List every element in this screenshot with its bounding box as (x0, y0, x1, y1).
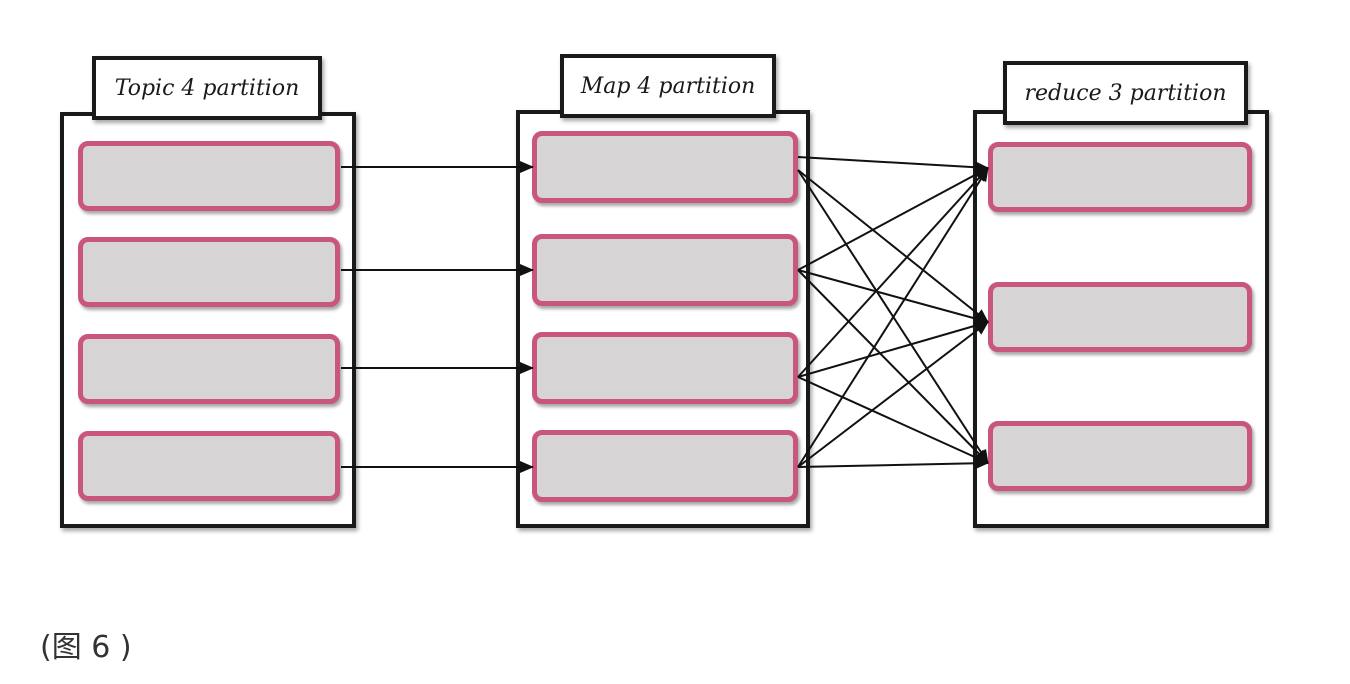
topic-partition-4 (78, 431, 340, 501)
arrow-map2-reduce3 (797, 269, 989, 464)
map-partition-4 (532, 430, 798, 502)
connection-arrows (341, 156, 989, 473)
arrow-map3-reduce3 (797, 376, 989, 464)
reduce-partition-2 (988, 282, 1252, 352)
arrow-map3-reduce1 (797, 167, 989, 378)
figure-caption: (图 6 ) (40, 630, 132, 665)
arrow-map3-reduce2 (797, 319, 989, 378)
partition-flow-diagram: Topic 4 partition Map 4 partition reduce… (60, 54, 1269, 528)
arrow-map2-reduce2 (797, 269, 989, 325)
topic-partition-2 (78, 237, 340, 307)
arrow-map4-reduce1 (797, 167, 989, 468)
arrow-map1-reduce1 (797, 156, 989, 174)
map-partition-3 (532, 332, 798, 404)
map-partition-2 (532, 234, 798, 306)
arrow-map4-reduce3 (797, 457, 989, 470)
reduce-group-label: reduce 3 partition (1003, 61, 1248, 125)
reduce-partition-3 (988, 421, 1252, 491)
map-group-label: Map 4 partition (560, 54, 776, 118)
topic-partition-1 (78, 141, 340, 211)
arrow-map2-reduce1 (797, 167, 989, 271)
map-partition-1 (532, 131, 798, 203)
arrow-map4-reduce2 (797, 321, 989, 468)
reduce-partition-1 (988, 142, 1252, 212)
topic-partition-3 (78, 334, 340, 404)
topic-group-label: Topic 4 partition (92, 56, 322, 120)
arrow-map1-reduce2 (797, 169, 989, 323)
